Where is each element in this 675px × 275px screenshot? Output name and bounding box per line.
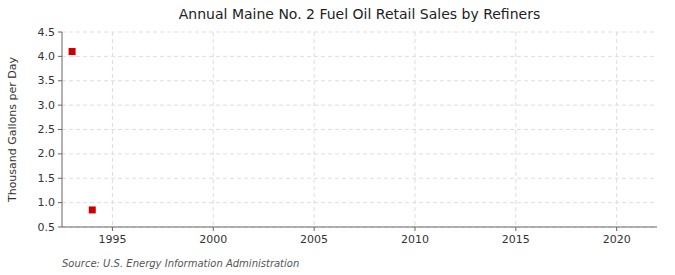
y-grid-line xyxy=(62,202,657,203)
x-grid-line xyxy=(616,32,617,227)
axes: 0.5 1.0 1.5 2.0 2.5 3.0 3.5 4.0 4.5 1995 2000 2005 2… xyxy=(38,26,658,247)
point xyxy=(69,48,76,55)
y-grid-line xyxy=(62,80,657,81)
x-tick-label: 2015 xyxy=(502,233,530,246)
y-grid-line xyxy=(62,227,657,228)
x-tick-label: 1995 xyxy=(98,233,126,246)
title: Annual Maine No. 2 Fuel Oil Retail Sales… xyxy=(179,6,540,22)
y-axis-line xyxy=(62,32,63,227)
points xyxy=(69,48,96,213)
x-grid-line xyxy=(515,32,516,227)
x-tick xyxy=(616,227,617,231)
y-tick-label: 1.5 xyxy=(38,172,56,185)
x-tick xyxy=(515,227,516,231)
x-tick xyxy=(112,227,113,231)
x-tick-label: 2020 xyxy=(603,233,631,246)
x-tick-label: 2005 xyxy=(300,233,328,246)
y-tick-label: 4.0 xyxy=(38,50,56,63)
x-tick-label: 2000 xyxy=(199,233,227,246)
y-tick-label: 0.5 xyxy=(38,221,56,234)
y-tick-label: 4.5 xyxy=(38,26,56,39)
x-tick xyxy=(314,227,315,231)
point xyxy=(89,206,96,213)
y-tick xyxy=(58,227,62,228)
y-tick-label: 3.5 xyxy=(38,74,56,87)
y-tick xyxy=(58,178,62,179)
y-grid-line xyxy=(62,153,657,154)
y-grid-line xyxy=(62,56,657,57)
x-grid-line xyxy=(112,32,113,227)
x-tick xyxy=(414,227,415,231)
x-grid-line xyxy=(213,32,214,227)
y-tick xyxy=(58,105,62,106)
y-tick-label: 2.5 xyxy=(38,123,56,136)
y-grid-line xyxy=(62,129,657,130)
y-grid-line xyxy=(62,178,657,179)
chart: 0.5 1.0 1.5 2.0 2.5 3.0 3.5 4.0 4.5 1995 2000 2005 2… xyxy=(0,0,675,275)
x-tick xyxy=(213,227,214,231)
grid xyxy=(62,32,657,227)
y-tick-label: 1.0 xyxy=(38,196,56,209)
y-grid-line xyxy=(62,32,657,33)
y-tick xyxy=(58,153,62,154)
y-tick xyxy=(58,32,62,33)
x-grid-line xyxy=(314,32,315,227)
y-tick-label: 2.0 xyxy=(38,147,56,160)
y-tick xyxy=(58,56,62,57)
x-axis-line xyxy=(62,227,657,228)
source: Source: U.S. Energy Information Administ… xyxy=(62,258,299,269)
y-tick xyxy=(58,129,62,130)
x-tick-label: 2010 xyxy=(401,233,429,246)
y-axis-label: Thousand Gallons per Day xyxy=(6,56,19,203)
y-grid-line xyxy=(62,105,657,106)
y-tick-label: 3.0 xyxy=(38,99,56,112)
y-tick xyxy=(58,202,62,203)
x-grid-line xyxy=(414,32,415,227)
y-tick xyxy=(58,80,62,81)
